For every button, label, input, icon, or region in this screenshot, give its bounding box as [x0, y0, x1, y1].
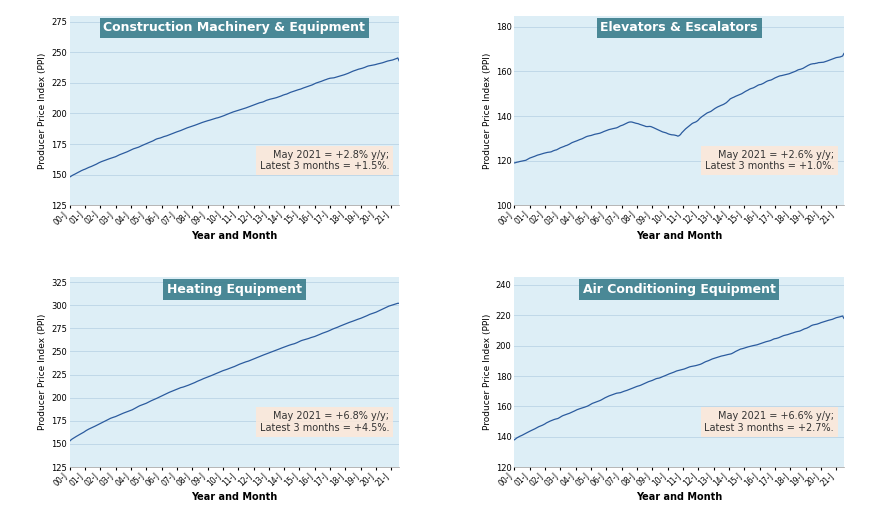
- X-axis label: Year and Month: Year and Month: [635, 493, 721, 502]
- Y-axis label: Producer Price Index (PPI): Producer Price Index (PPI): [37, 52, 47, 169]
- Text: Heating Equipment: Heating Equipment: [167, 283, 302, 296]
- Text: Elevators & Escalators: Elevators & Escalators: [600, 21, 757, 34]
- X-axis label: Year and Month: Year and Month: [191, 493, 277, 502]
- Text: May 2021 = +6.8% y/y;
Latest 3 months = +4.5%.: May 2021 = +6.8% y/y; Latest 3 months = …: [260, 412, 388, 433]
- X-axis label: Year and Month: Year and Month: [635, 230, 721, 241]
- Text: May 2021 = +2.8% y/y;
Latest 3 months = +1.5%.: May 2021 = +2.8% y/y; Latest 3 months = …: [260, 149, 388, 171]
- Text: Air Conditioning Equipment: Air Conditioning Equipment: [582, 283, 774, 296]
- Y-axis label: Producer Price Index (PPI): Producer Price Index (PPI): [482, 52, 491, 169]
- Text: Construction Machinery & Equipment: Construction Machinery & Equipment: [103, 21, 365, 34]
- Text: May 2021 = +2.6% y/y;
Latest 3 months = +1.0%.: May 2021 = +2.6% y/y; Latest 3 months = …: [704, 149, 833, 171]
- Y-axis label: Producer Price Index (PPI): Producer Price Index (PPI): [37, 314, 47, 430]
- Y-axis label: Producer Price Index (PPI): Producer Price Index (PPI): [482, 314, 491, 430]
- X-axis label: Year and Month: Year and Month: [191, 230, 277, 241]
- Text: May 2021 = +6.6% y/y;
Latest 3 months = +2.7%.: May 2021 = +6.6% y/y; Latest 3 months = …: [704, 412, 833, 433]
